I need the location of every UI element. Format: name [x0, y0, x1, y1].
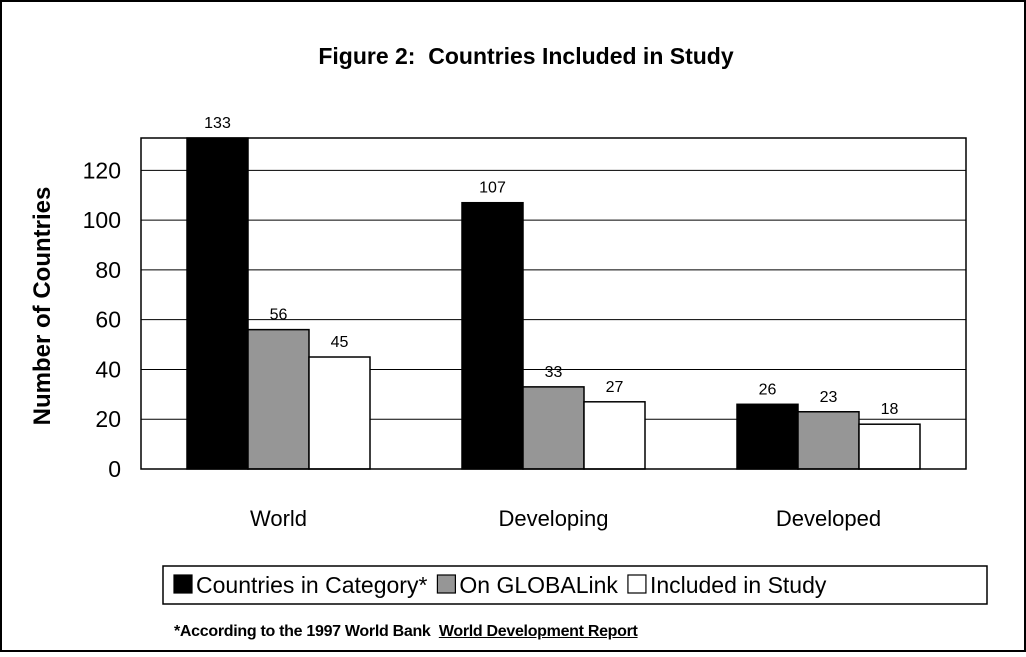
bar [522, 386, 585, 470]
bar [858, 423, 921, 470]
y-tick-label: 120 [83, 157, 121, 183]
bar [308, 356, 371, 470]
legend-box [162, 565, 988, 605]
y-tick-label: 0 [108, 456, 121, 482]
footnote-source: World Development Report [438, 623, 638, 640]
data-label: 27 [606, 379, 624, 396]
legend-swatch [436, 574, 457, 594]
data-label: 33 [545, 364, 563, 381]
legend-label: Included in Study [650, 572, 827, 598]
category-labels: World Developing Developed [250, 506, 881, 531]
data-label: 45 [331, 334, 349, 351]
chart-title: Figure 2: Countries Included in Study [318, 43, 734, 69]
data-label: 18 [881, 401, 899, 418]
bar [583, 401, 646, 470]
y-tick-label: 40 [95, 356, 121, 382]
category-label: World [250, 506, 307, 531]
legend-label: Countries in Category* [196, 572, 427, 598]
legend-swatch [627, 574, 647, 594]
y-tick-label: 100 [83, 207, 121, 233]
bar [797, 411, 860, 470]
y-tick-label: 20 [95, 406, 121, 432]
bar [186, 137, 249, 470]
bar [247, 328, 310, 470]
y-tick-label: 80 [95, 257, 121, 283]
legend-swatch [173, 574, 193, 594]
data-label: 133 [204, 115, 231, 132]
footnote-prefix: *According to the 1997 World Bank [174, 623, 431, 640]
data-label: 23 [820, 389, 838, 406]
category-label: Developing [498, 506, 608, 531]
data-label: 107 [479, 180, 506, 197]
data-label: 56 [270, 307, 288, 324]
category-label: Developed [776, 506, 881, 531]
data-labels: 133 56 45 107 33 27 26 23 18 [204, 115, 898, 418]
y-tick-label: 60 [95, 307, 121, 333]
bars [186, 137, 921, 470]
legend: Countries in Category* On GLOBALink Includ… [162, 565, 988, 605]
bar [736, 403, 799, 470]
y-tick-labels: 0 20 40 60 80 100 120 [83, 157, 121, 482]
data-label: 26 [759, 381, 777, 398]
y-axis-label: Number of Countries [29, 187, 56, 426]
footnote: *According to the 1997 World Bank World … [174, 623, 638, 641]
plot-area [140, 137, 967, 470]
bar [461, 201, 524, 470]
legend-label: On GLOBALink [459, 572, 618, 598]
